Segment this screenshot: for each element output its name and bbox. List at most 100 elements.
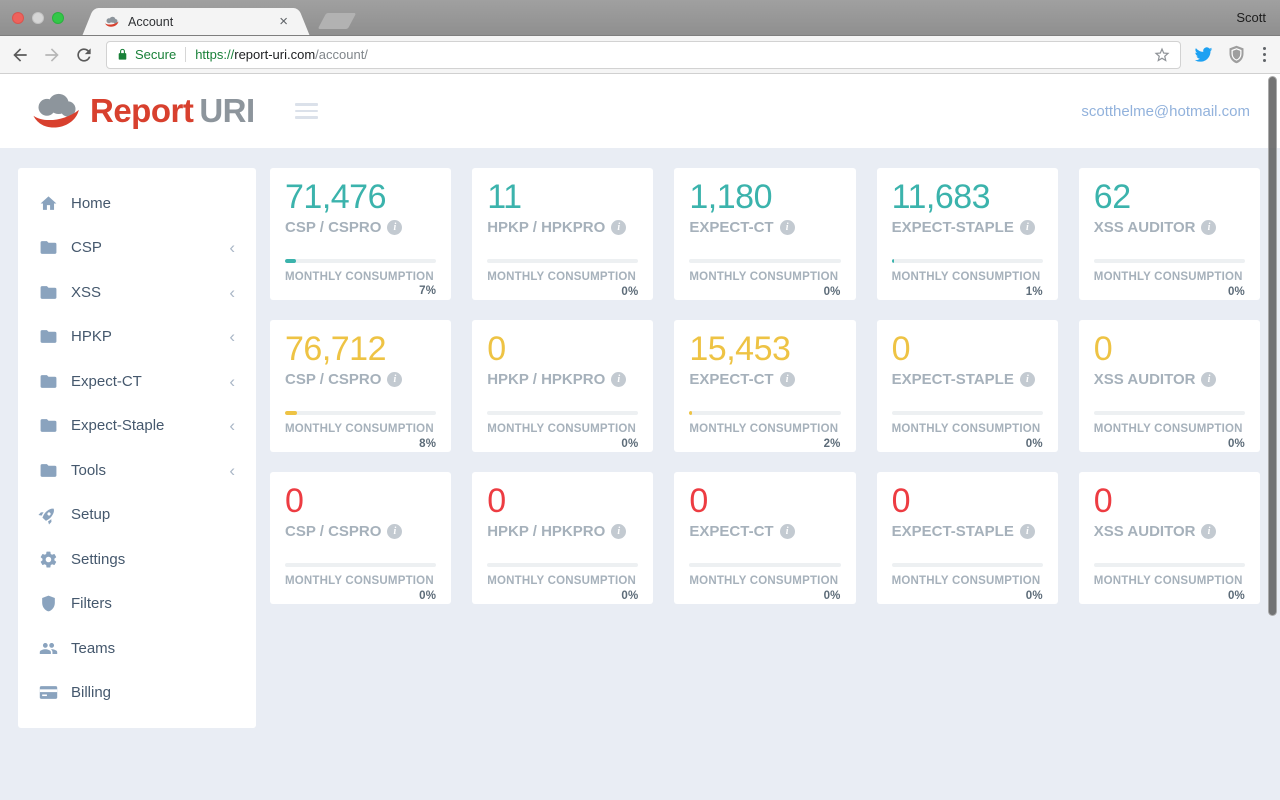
info-icon[interactable]: i [1019,372,1035,387]
chrome-menu-icon[interactable] [1259,46,1271,63]
omnibox-divider [185,47,187,62]
stat-label: HPKP / HPKPRO i [487,523,638,540]
chevron-left-icon[interactable]: ‹ [229,238,235,258]
consumption-percent: 0% [621,438,639,450]
consumption-progress-bar [487,411,639,415]
sidebar-item-setup[interactable]: Setup [18,493,256,538]
sidebar-item-hpkp[interactable]: HPKP ‹ [18,315,256,360]
close-window-button[interactable] [12,12,24,24]
page-content: Home CSP ‹ XSS ‹ HPKP ‹ Expect-CT ‹ Expe… [0,148,1280,800]
info-icon[interactable]: i [611,372,627,387]
consumption-label: MONTHLY CONSUMPTION [487,423,637,435]
consumption-percent: 1% [1025,286,1043,298]
folder-icon [39,461,58,480]
sidebar-item-xss[interactable]: XSS ‹ [18,270,256,315]
info-icon[interactable]: i [387,524,403,539]
zoom-window-button[interactable] [52,12,64,24]
back-icon[interactable] [10,45,30,65]
secure-label: Secure [135,47,177,62]
report-uri-logo[interactable]: Report URI [30,92,255,130]
consumption-label: MONTHLY CONSUMPTION [689,423,839,435]
chevron-left-icon[interactable]: ‹ [229,371,235,391]
refresh-icon[interactable] [74,45,94,65]
folder-icon [39,372,58,391]
stat-label: EXPECT-STAPLE i [892,371,1043,388]
info-icon[interactable]: i [387,372,403,387]
sidebar-item-filters[interactable]: Filters [18,582,256,627]
stat-label: HPKP / HPKPRO i [487,371,638,388]
chrome-profile-name[interactable]: Scott [1236,10,1266,25]
consumption-progress-bar [689,563,841,567]
info-icon[interactable]: i [779,220,795,235]
consumption-percent: 0% [1025,590,1043,602]
sidebar-item-label: Setup [71,506,111,524]
account-email[interactable]: scotthelme@hotmail.com [1081,102,1250,120]
stat-value: 62 [1093,178,1131,216]
info-icon[interactable]: i [1019,220,1035,235]
tab-close-icon[interactable]: × [279,13,288,30]
bookmark-star-icon[interactable] [1153,46,1171,64]
chevron-left-icon[interactable]: ‹ [229,460,235,480]
consumption-meta: MONTHLY CONSUMPTION 2% [689,422,840,451]
chevron-left-icon[interactable]: ‹ [229,416,235,436]
credit-card-icon [39,683,58,702]
consumption-label: MONTHLY CONSUMPTION [891,271,1041,283]
sidebar-item-settings[interactable]: Settings [18,537,256,582]
stat-card: 62 XSS AUDITOR i MONTHLY CONSUMPTION 0% [1078,168,1260,300]
sidebar-item-billing[interactable]: Billing [18,671,256,716]
stat-label: XSS AUDITOR i [1094,523,1245,540]
consumption-progress-bar [689,259,841,263]
stat-card: 11 HPKP / HPKPRO i MONTHLY CONSUMPTION 0… [472,168,654,300]
consumption-progress-bar [285,563,437,567]
stat-label: CSP / CSPRO i [285,371,436,388]
consumption-label: MONTHLY CONSUMPTION [285,423,434,435]
minimize-window-button[interactable] [32,12,44,24]
sidebar-item-tools[interactable]: Tools ‹ [18,448,256,493]
sidebar-item-teams[interactable]: Teams [18,626,256,671]
chevron-left-icon[interactable]: ‹ [229,282,235,302]
info-icon[interactable]: i [779,372,795,387]
page-url[interactable]: https://report-uri.com/account/ [195,47,368,62]
url-host: report-uri.com [234,47,316,62]
consumption-meta: MONTHLY CONSUMPTION 0% [1094,270,1245,299]
consumption-progress-bar [891,563,1043,567]
info-icon[interactable]: i [779,524,795,539]
sidebar-item-label: Settings [71,550,126,568]
consumption-label: MONTHLY CONSUMPTION [689,575,839,587]
sidebar-item-home[interactable]: Home [18,181,256,226]
chevron-left-icon[interactable]: ‹ [229,327,235,347]
stat-label: EXPECT-CT i [689,523,840,540]
forward-icon[interactable] [42,45,62,65]
browser-tab-account[interactable]: Account × [96,8,296,35]
scrollbar-thumb[interactable] [1268,76,1277,616]
sidebar-item-label: Billing [71,684,112,702]
new-tab-button[interactable] [317,13,357,29]
consumption-progress-bar [891,411,1043,415]
consumption-percent: 0% [419,590,437,602]
consumption-label: MONTHLY CONSUMPTION [487,575,637,587]
sidebar-item-label: Home [71,194,112,212]
sidebar-item-label: Filters [71,595,112,613]
consumption-progress-bar [1093,563,1245,567]
twitter-extension-icon[interactable] [1193,44,1214,65]
sidebar-item-expect-ct[interactable]: Expect-CT ‹ [18,359,256,404]
address-bar[interactable]: Secure https://report-uri.com/account/ [106,40,1181,69]
stat-value: 0 [285,482,304,520]
stat-value: 0 [891,482,911,520]
stat-label: HPKP / HPKPRO i [487,219,638,236]
info-icon[interactable]: i [1019,524,1035,539]
info-icon[interactable]: i [1201,524,1217,539]
stats-grid: 71,476 CSP / CSPRO i MONTHLY CONSUMPTION… [270,168,1260,604]
menu-hamburger-icon[interactable] [294,103,318,119]
sidebar-item-csp[interactable]: CSP ‹ [18,226,256,271]
consumption-label: MONTHLY CONSUMPTION [1093,575,1243,587]
sidebar-item-expect-staple[interactable]: Expect-Staple ‹ [18,404,256,449]
ublock-extension-icon[interactable] [1226,44,1247,65]
consumption-meta: MONTHLY CONSUMPTION 0% [487,270,638,299]
info-icon[interactable]: i [1201,220,1217,235]
info-icon[interactable]: i [611,220,627,235]
info-icon[interactable]: i [611,524,627,539]
info-icon[interactable]: i [1201,372,1217,387]
consumption-meta: MONTHLY CONSUMPTION 0% [285,574,436,603]
info-icon[interactable]: i [387,220,403,235]
